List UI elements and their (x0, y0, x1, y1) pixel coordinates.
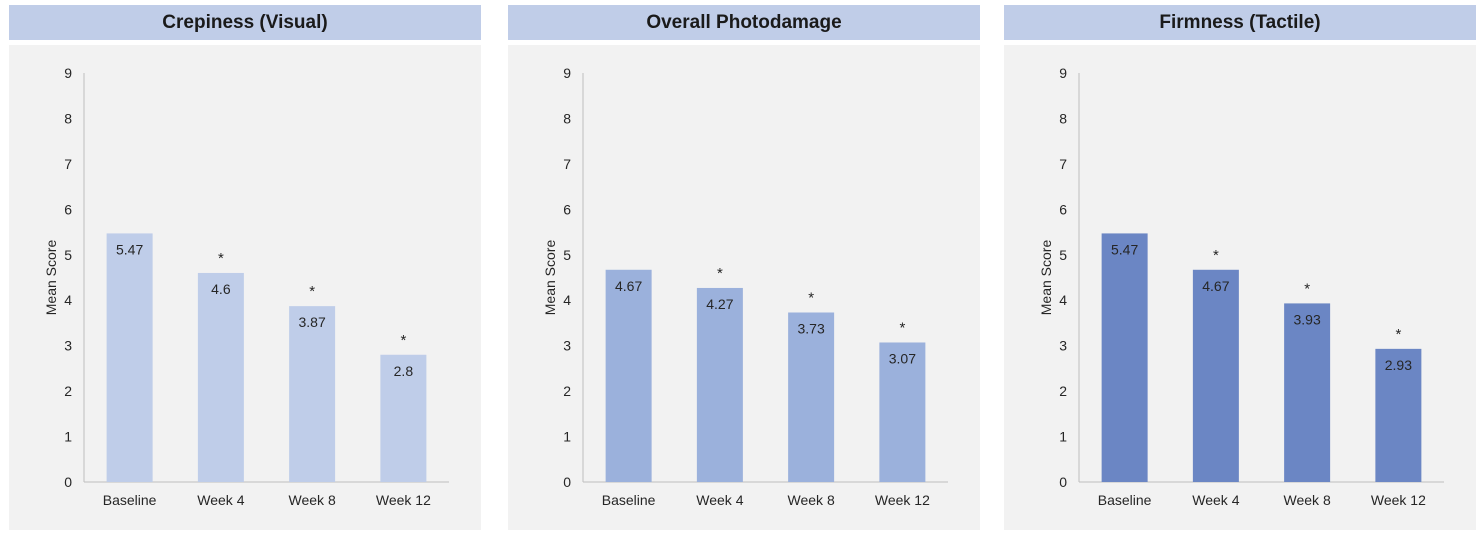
y-tick-label: 9 (563, 65, 571, 81)
y-tick-label: 0 (1059, 474, 1067, 490)
bar (197, 272, 244, 482)
y-tick-label: 4 (563, 292, 571, 308)
x-tick-label: Week 4 (197, 492, 244, 508)
x-tick-label: Week 8 (289, 492, 336, 508)
y-tick-label: 9 (1059, 65, 1067, 81)
data-label: 5.47 (1111, 241, 1138, 257)
y-axis-title: Mean Score (43, 240, 59, 316)
x-tick-label: Week 4 (696, 492, 743, 508)
bar (1375, 348, 1422, 482)
data-label: 2.8 (394, 363, 414, 379)
y-axis-title: Mean Score (1038, 240, 1054, 316)
y-tick-label: 5 (64, 247, 72, 263)
y-tick-label: 6 (64, 201, 72, 217)
chart-panel-2: Overall Photodamage 0 1 2 3 4 5 6 7 8 9 Mean Score… (508, 5, 980, 530)
y-tick-label: 5 (1059, 247, 1067, 263)
bar (1284, 303, 1331, 482)
bar (289, 306, 336, 482)
bar (106, 233, 153, 482)
x-tick-label: Week 4 (1192, 492, 1239, 508)
significance-marker: * (1395, 326, 1401, 343)
x-tick-label: Baseline (602, 492, 656, 508)
data-label: 5.47 (116, 241, 143, 257)
data-label: 4.67 (1202, 278, 1229, 294)
y-tick-label: 8 (563, 110, 571, 126)
x-tick-label: Week 8 (1284, 492, 1331, 508)
y-tick-label: 8 (1059, 110, 1067, 126)
bar (788, 312, 835, 482)
y-tick-label: 4 (64, 292, 72, 308)
x-tick-label: Week 12 (875, 492, 930, 508)
data-label: 3.87 (299, 314, 326, 330)
y-tick-label: 9 (64, 65, 72, 81)
y-tick-label: 7 (64, 156, 72, 172)
chart-title: Firmness (Tactile) (1004, 5, 1476, 40)
y-tick-label: 3 (64, 338, 72, 354)
bar-chart-crepiness: 0 1 2 3 4 5 6 7 8 9 Mean Score 5.47 Baseline 4.6 * Week… (43, 65, 449, 508)
y-tick-label: 3 (1059, 338, 1067, 354)
bar (1101, 233, 1148, 482)
y-axis-title: Mean Score (542, 240, 558, 316)
data-label: 2.93 (1385, 357, 1412, 373)
x-tick-label: Week 12 (1371, 492, 1426, 508)
chart-title: Overall Photodamage (508, 5, 980, 40)
data-label: 4.67 (615, 278, 642, 294)
x-tick-label: Baseline (1098, 492, 1152, 508)
data-label: 4.6 (211, 281, 231, 297)
y-tick-label: 7 (563, 156, 571, 172)
significance-marker: * (400, 332, 406, 349)
significance-marker: * (899, 319, 905, 336)
y-tick-label: 4 (1059, 292, 1067, 308)
y-tick-label: 0 (563, 474, 571, 490)
x-tick-label: Week 8 (788, 492, 835, 508)
y-tick-label: 2 (1059, 383, 1067, 399)
y-tick-label: 2 (64, 383, 72, 399)
y-tick-label: 5 (563, 247, 571, 263)
bar (879, 342, 926, 482)
y-tick-label: 1 (563, 429, 571, 445)
data-label: 4.27 (706, 296, 733, 312)
significance-marker: * (1304, 280, 1310, 297)
y-tick-label: 2 (563, 383, 571, 399)
y-tick-label: 3 (563, 338, 571, 354)
data-label: 3.07 (889, 350, 916, 366)
significance-marker: * (218, 250, 224, 267)
chart-panel-1: Crepiness (Visual) 0 1 2 3 4 5 6 7 8 9 Mean Score 5… (9, 5, 481, 530)
bar (380, 354, 427, 482)
significance-marker: * (1213, 247, 1219, 264)
y-tick-label: 1 (64, 429, 72, 445)
data-label: 3.73 (798, 320, 825, 336)
chart-panel-3: Firmness (Tactile) 0 1 2 3 4 5 6 7 8 9 Mean Score 5… (1004, 5, 1476, 530)
bar-chart-firmness: 0 1 2 3 4 5 6 7 8 9 Mean Score 5.47 Baseline 4.67 * Wee… (1038, 65, 1444, 508)
y-tick-label: 8 (64, 110, 72, 126)
bar (696, 287, 743, 482)
significance-marker: * (309, 283, 315, 300)
bar (605, 269, 652, 482)
y-tick-label: 6 (1059, 201, 1067, 217)
bar-chart-photodamage: 0 1 2 3 4 5 6 7 8 9 Mean Score 4.67 Baseline 4.27 * Wee… (542, 65, 948, 508)
y-tick-label: 1 (1059, 429, 1067, 445)
x-tick-label: Week 12 (376, 492, 431, 508)
data-label: 3.93 (1294, 311, 1321, 327)
significance-marker: * (717, 265, 723, 282)
x-tick-label: Baseline (103, 492, 157, 508)
y-tick-label: 7 (1059, 156, 1067, 172)
bar (1192, 269, 1239, 482)
y-tick-label: 6 (563, 201, 571, 217)
chart-title: Crepiness (Visual) (9, 5, 481, 40)
y-tick-label: 0 (64, 474, 72, 490)
significance-marker: * (808, 289, 814, 306)
